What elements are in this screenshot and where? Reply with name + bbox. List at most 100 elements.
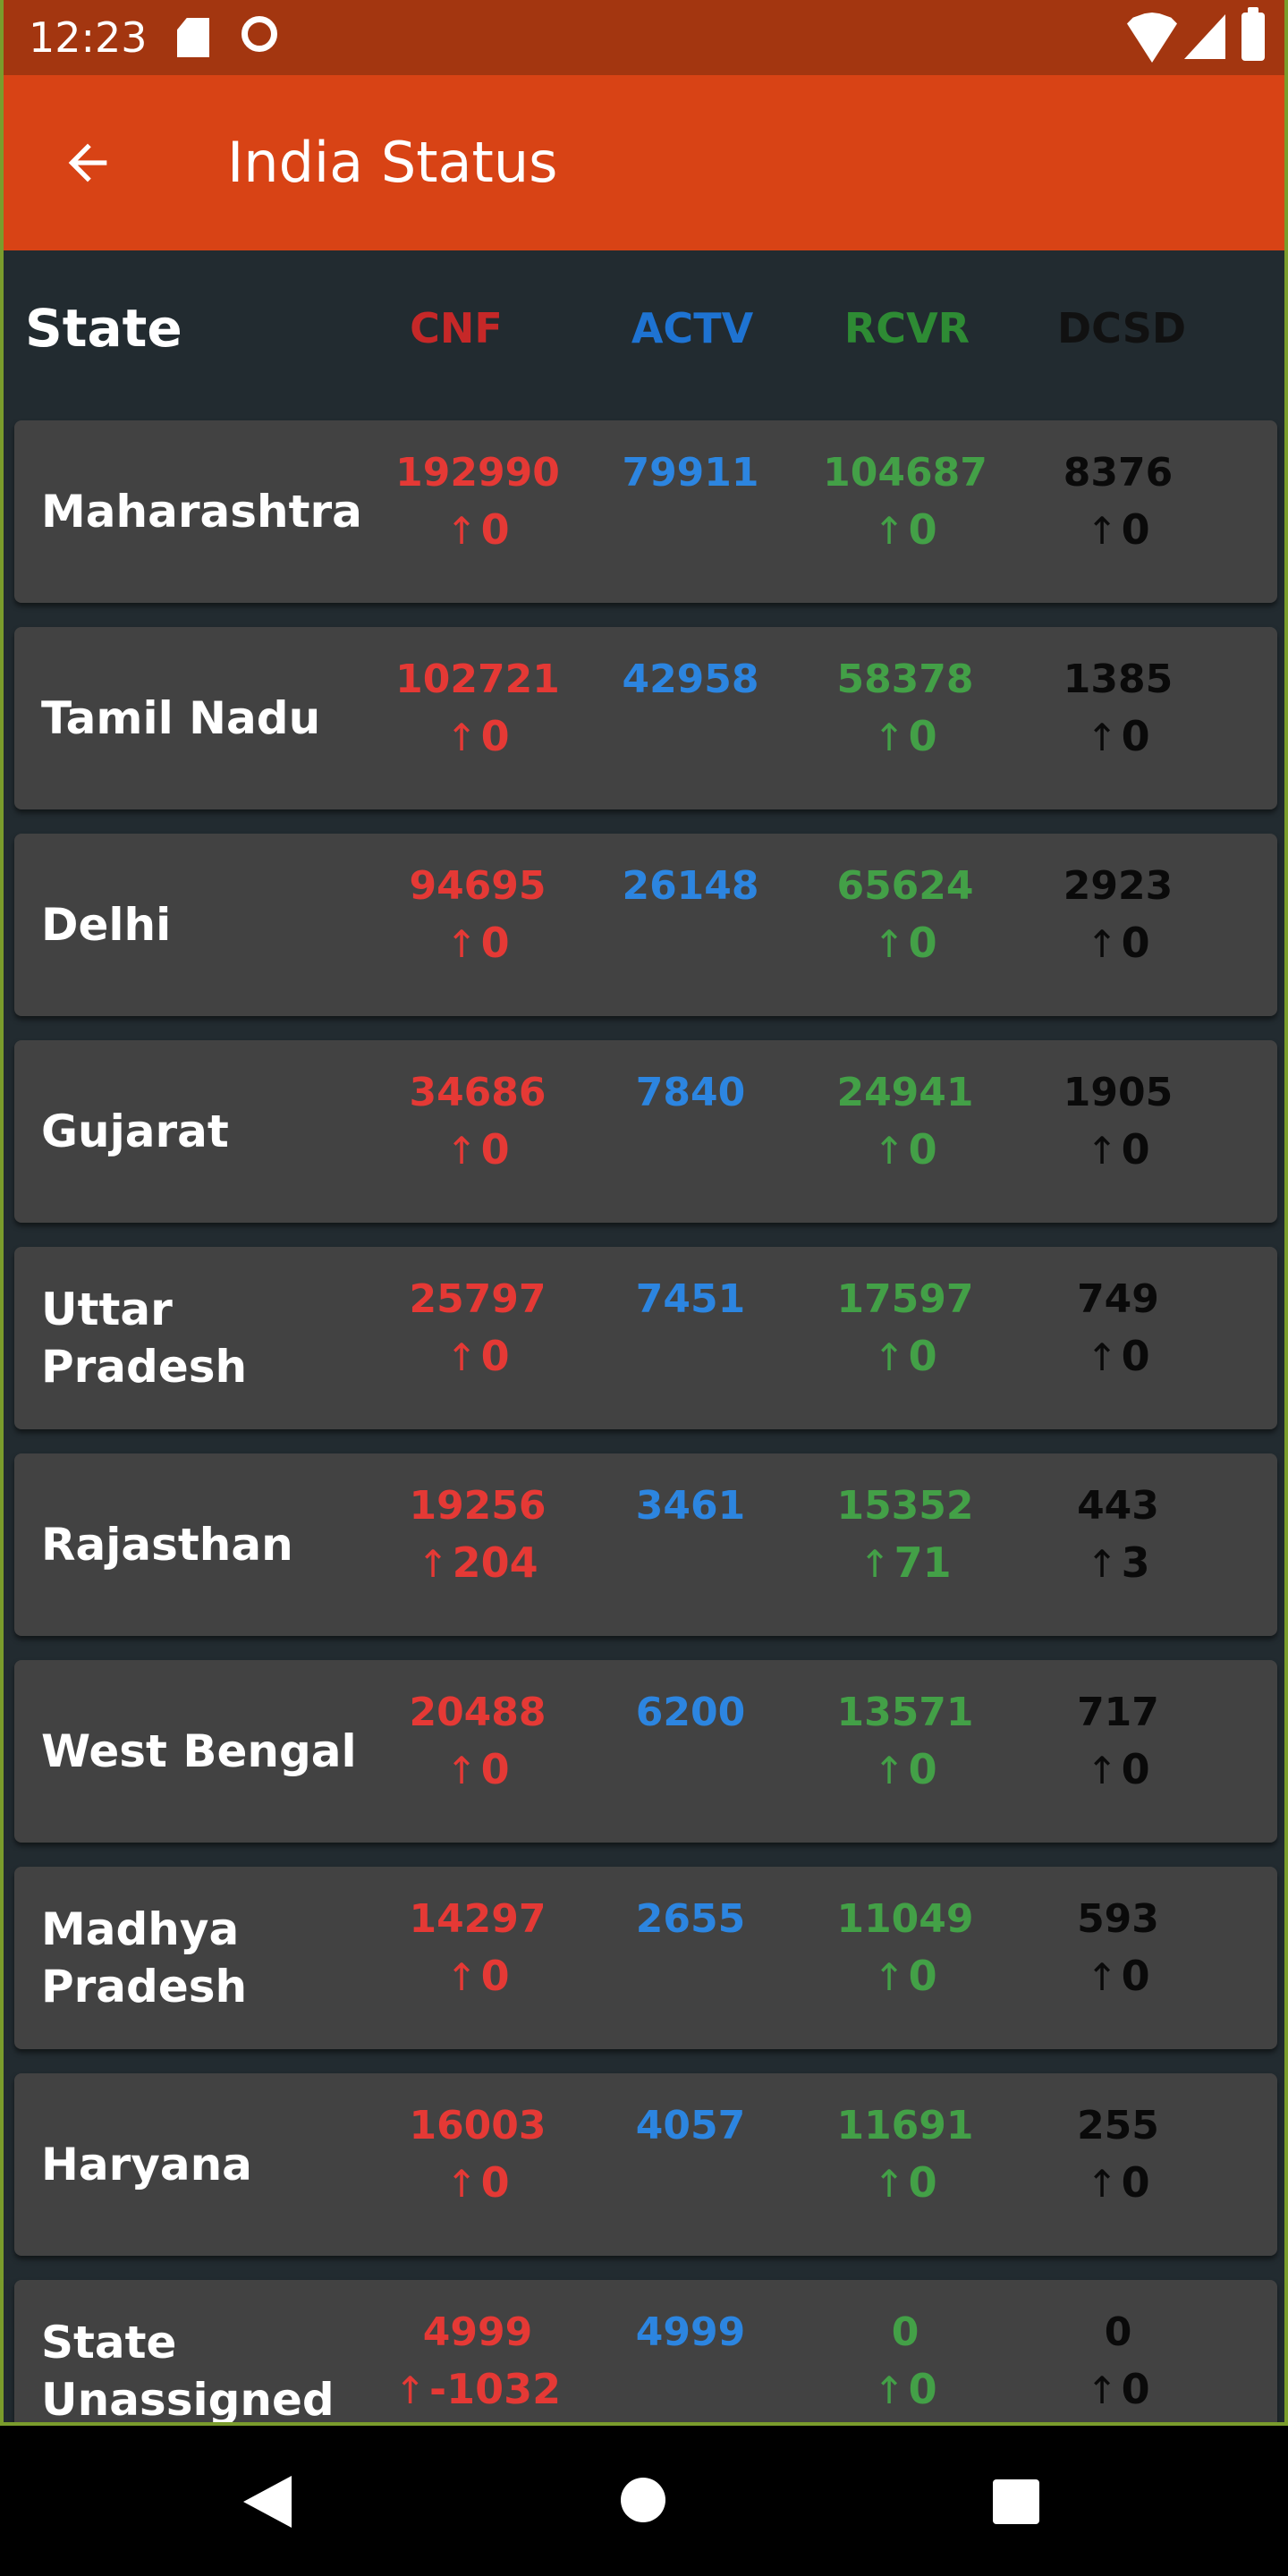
arrow-up-icon: ↑ — [445, 509, 478, 553]
state-name: Maharashtra — [41, 486, 362, 538]
recovered-value: 13571 — [836, 1690, 974, 1735]
state-card[interactable]: Maharashtra 192990 ↑0 79911 104687 ↑0 8376… — [14, 420, 1277, 603]
recovered-cell: 58378 ↑0 — [816, 654, 995, 767]
column-header-state: State — [25, 298, 182, 359]
recovered-value: 0 — [891, 2309, 919, 2355]
arrow-up-icon: ↑ — [1086, 1955, 1118, 1999]
arrow-up-icon: ↑ — [873, 716, 905, 759]
app-bar: India Status — [4, 75, 1284, 250]
state-card[interactable]: Uttar Pradesh 25797 ↑0 7451 17597 ↑0 749 ↑0 — [14, 1247, 1277, 1429]
deceased-delta: ↑3 — [1029, 1534, 1208, 1593]
page-title: India Status — [227, 130, 558, 195]
column-header-dcsd: DCSD — [1056, 304, 1187, 352]
recovered-cell: 11049 ↑0 — [816, 1894, 995, 2006]
confirmed-delta-value: 0 — [480, 505, 510, 554]
deceased-delta: ↑0 — [1029, 2360, 1208, 2419]
active-value: 3461 — [635, 1483, 746, 1529]
state-name: Tamil Nadu — [41, 692, 321, 744]
confirmed-delta-value: 0 — [480, 2158, 510, 2207]
recovered-value: 24941 — [836, 1070, 974, 1115]
recovered-delta-value: 71 — [894, 1538, 952, 1587]
state-name: State Unassigned — [41, 2317, 335, 2426]
confirmed-cell: 14297 ↑0 — [388, 1894, 567, 2006]
arrow-up-icon: ↑ — [873, 1749, 905, 1792]
state-card[interactable]: Haryana 16003 ↑0 4057 11691 ↑0 255 ↑0 — [14, 2073, 1277, 2256]
confirmed-delta-value: 0 — [480, 712, 510, 760]
recovered-delta: ↑0 — [816, 914, 995, 973]
state-name: Uttar Pradesh — [41, 1284, 248, 1393]
state-name: West Bengal — [41, 1725, 357, 1777]
sd-card-icon — [177, 18, 209, 57]
recovered-delta-value: 0 — [908, 712, 937, 760]
confirmed-delta-value: 0 — [480, 1332, 510, 1380]
deceased-value: 8376 — [1063, 450, 1174, 496]
arrow-up-icon: ↑ — [873, 2162, 905, 2206]
arrow-up-icon: ↑ — [873, 922, 905, 966]
deceased-value: 717 — [1077, 1690, 1159, 1735]
state-name: Gujarat — [41, 1106, 229, 1157]
state-card[interactable]: Delhi 94695 ↑0 26148 65624 ↑0 2923 ↑0 — [14, 834, 1277, 1016]
recovered-delta: ↑0 — [816, 501, 995, 560]
deceased-value: 1385 — [1063, 657, 1174, 702]
deceased-cell: 1905 ↑0 — [1029, 1067, 1208, 1180]
deceased-value: 593 — [1077, 1896, 1159, 1942]
confirmed-delta: ↑0 — [388, 501, 567, 560]
confirmed-delta-value: 0 — [480, 919, 510, 967]
deceased-cell: 443 ↑3 — [1029, 1480, 1208, 1593]
confirmed-delta: ↑0 — [388, 1741, 567, 1800]
arrow-up-icon: ↑ — [1086, 1542, 1118, 1586]
state-card[interactable]: Madhya Pradesh 14297 ↑0 2655 11049 ↑0 593 ↑… — [14, 1867, 1277, 2049]
state-card[interactable]: Rajasthan 19256 ↑204 3461 15352 ↑71 443 ↑3 — [14, 1453, 1277, 1636]
active-cell: 79911 — [601, 447, 780, 499]
confirmed-cell: 192990 ↑0 — [388, 447, 567, 560]
confirmed-value: 19256 — [409, 1483, 547, 1529]
confirmed-delta-value: 0 — [480, 1745, 510, 1793]
battery-icon — [1241, 7, 1265, 61]
arrow-up-icon: ↑ — [859, 1542, 891, 1586]
active-cell: 7451 — [601, 1274, 780, 1326]
deceased-delta: ↑0 — [1029, 501, 1208, 560]
table-header: State CNF ACTV RCVR DCSD — [4, 250, 1284, 402]
arrow-up-icon: ↑ — [873, 1129, 905, 1173]
state-card[interactable]: Gujarat 34686 ↑0 7840 24941 ↑0 1905 ↑0 — [14, 1040, 1277, 1223]
confirmed-cell: 20488 ↑0 — [388, 1687, 567, 1800]
state-name: Haryana — [41, 2139, 252, 2190]
deceased-cell: 593 ↑0 — [1029, 1894, 1208, 2006]
nav-back-icon[interactable] — [243, 2476, 292, 2528]
nav-recents-icon[interactable] — [993, 2479, 1039, 2524]
deceased-cell: 2923 ↑0 — [1029, 860, 1208, 973]
arrow-up-icon: ↑ — [873, 509, 905, 553]
active-cell: 6200 — [601, 1687, 780, 1739]
confirmed-delta: ↑0 — [388, 1947, 567, 2006]
recovered-delta: ↑0 — [816, 1947, 995, 2006]
active-value: 7451 — [635, 1276, 746, 1322]
confirmed-delta-value: 204 — [452, 1538, 538, 1587]
recovered-cell: 17597 ↑0 — [816, 1274, 995, 1386]
recovered-delta-value: 0 — [908, 2158, 937, 2207]
active-value: 4999 — [635, 2309, 746, 2355]
back-arrow-icon[interactable] — [59, 134, 116, 191]
state-card[interactable]: West Bengal 20488 ↑0 6200 13571 ↑0 717 ↑0 — [14, 1660, 1277, 1843]
deceased-delta: ↑0 — [1029, 1741, 1208, 1800]
confirmed-cell: 102721 ↑0 — [388, 654, 567, 767]
confirmed-cell: 16003 ↑0 — [388, 2100, 567, 2213]
app-screen: 12:23 India Status State CNF ACTV RCVR D… — [0, 0, 1288, 2426]
deceased-delta: ↑0 — [1029, 914, 1208, 973]
arrow-up-icon: ↑ — [1086, 1335, 1118, 1379]
arrow-up-icon: ↑ — [445, 1335, 478, 1379]
recovered-value: 58378 — [836, 657, 974, 702]
recovered-value: 11691 — [836, 2103, 974, 2148]
cell-signal-icon — [1184, 14, 1225, 59]
confirmed-delta: ↑0 — [388, 914, 567, 973]
column-header-rcvr: RCVR — [843, 304, 970, 352]
nav-home-icon[interactable] — [621, 2478, 665, 2522]
state-card[interactable]: Tamil Nadu 102721 ↑0 42958 58378 ↑0 1385 ↑0 — [14, 627, 1277, 809]
arrow-up-icon: ↑ — [873, 1335, 905, 1379]
state-card[interactable]: State Unassigned 4999 ↑-1032 4999 0 ↑0 0 ↑0 — [14, 2280, 1277, 2426]
deceased-value: 255 — [1077, 2103, 1159, 2148]
confirmed-value: 102721 — [395, 657, 560, 702]
confirmed-cell: 94695 ↑0 — [388, 860, 567, 973]
confirmed-cell: 34686 ↑0 — [388, 1067, 567, 1180]
arrow-up-icon: ↑ — [1086, 1749, 1118, 1792]
state-name: Delhi — [41, 899, 172, 951]
